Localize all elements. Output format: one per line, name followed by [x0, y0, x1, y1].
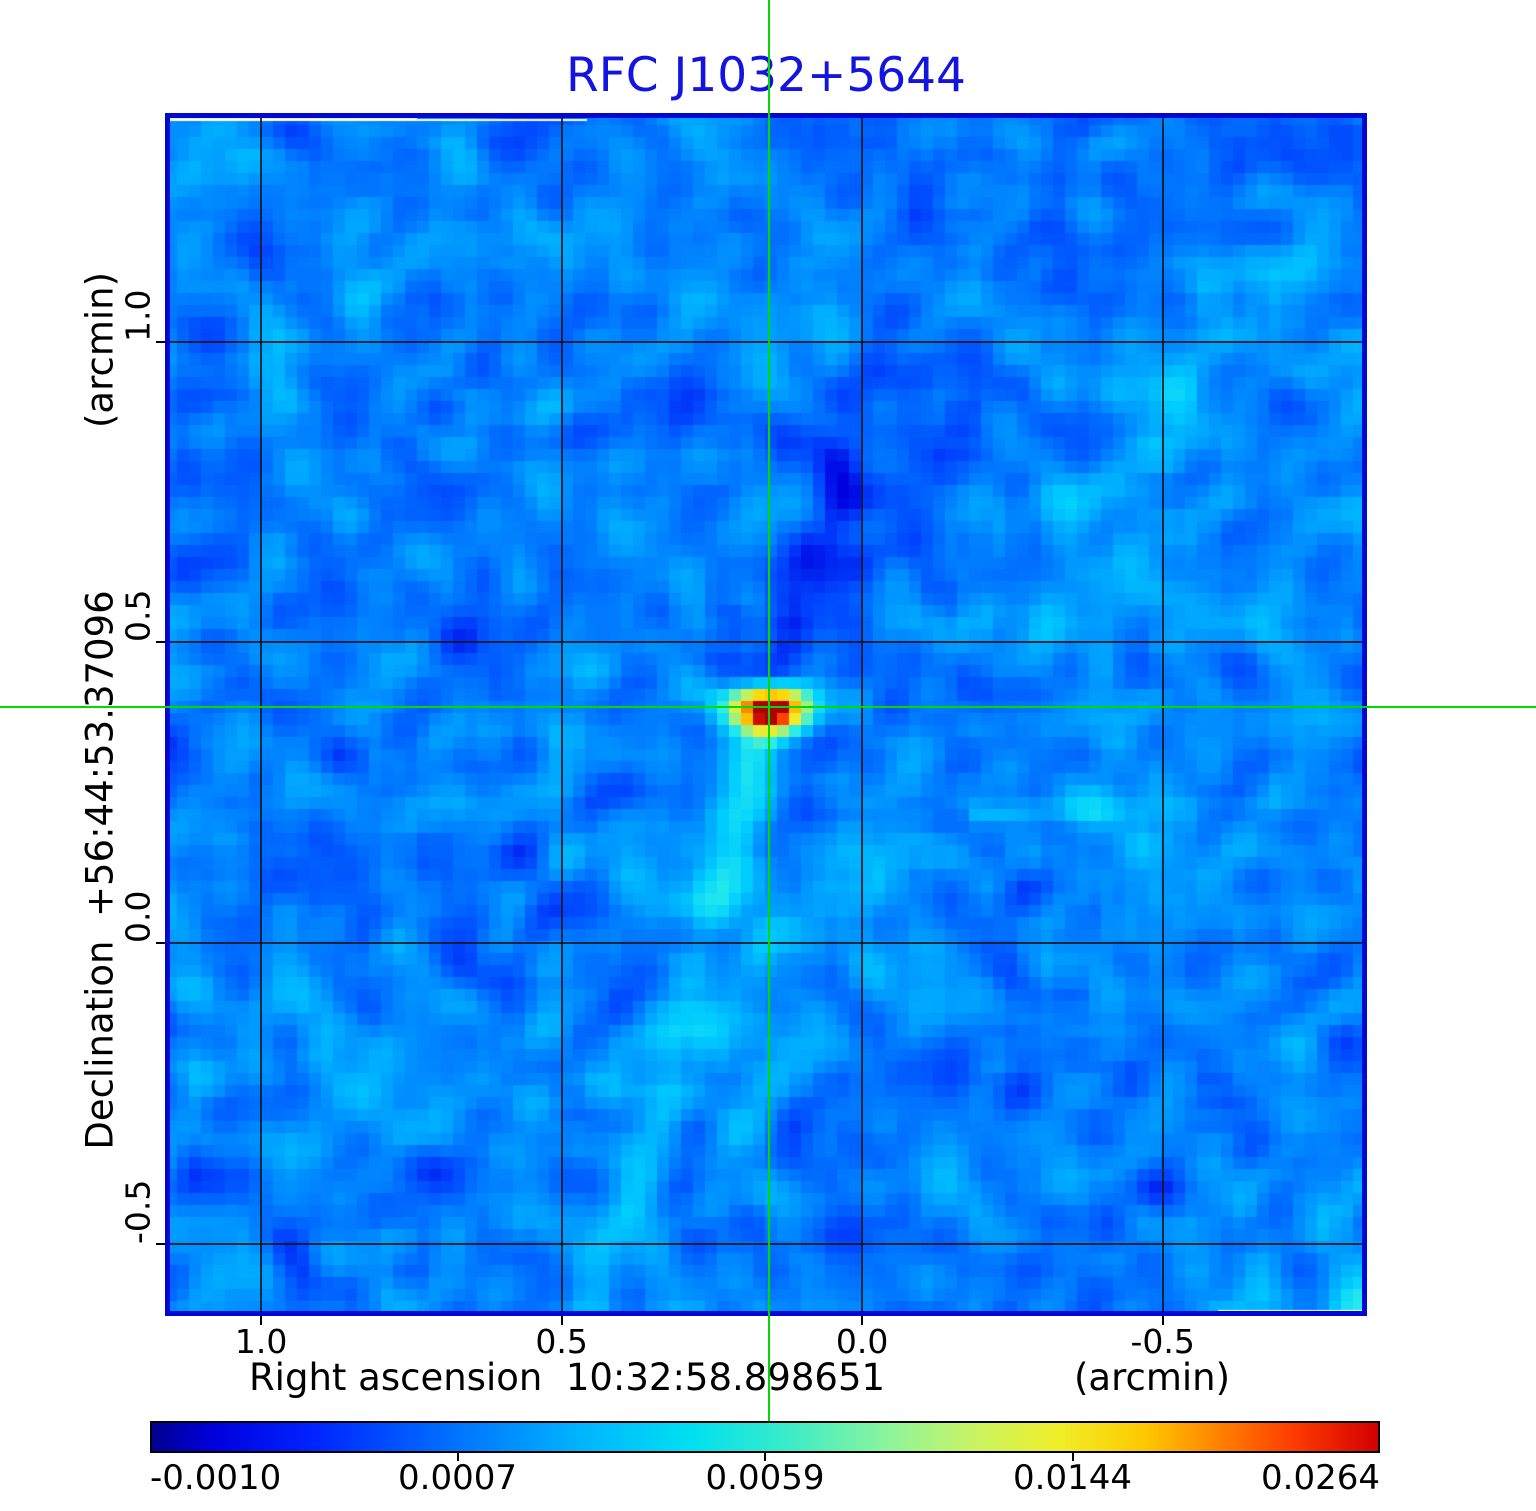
x-tick-mark	[260, 1316, 263, 1325]
colorbar-tick-label: 0.0264	[1261, 1458, 1380, 1498]
y-tick-mark	[156, 340, 165, 343]
grid-line-horizontal	[165, 340, 1367, 343]
grid-line-horizontal	[165, 942, 1367, 945]
colorbar-tick-label: 0.0144	[1013, 1458, 1132, 1498]
grid-line-vertical	[861, 113, 864, 1316]
y-tick-mark	[156, 641, 165, 644]
grid-line-horizontal	[165, 1242, 1367, 1245]
intensity-heatmap	[165, 113, 1367, 1316]
x-tick-mark	[861, 1316, 864, 1325]
x-tick-label: 1.0	[234, 1322, 288, 1361]
plot-area	[165, 113, 1367, 1316]
colorbar-tick-mark	[764, 1453, 766, 1461]
figure-title: RFC J1032+5644	[566, 48, 966, 103]
y-axis-label-text: Declination +56:44:53.37096	[78, 590, 122, 1150]
x-tick-mark	[560, 1316, 563, 1325]
colorbar	[150, 1421, 1380, 1453]
grid-line-vertical	[1161, 113, 1164, 1316]
x-axis-unit: (arcmin)	[1073, 1356, 1231, 1399]
y-axis-unit-text: (arcmin)	[78, 271, 122, 429]
crosshair-vertical-line	[768, 0, 770, 1421]
x-axis-label: Right ascension 10:32:58.898651	[248, 1356, 886, 1399]
grid-line-vertical	[560, 113, 563, 1316]
colorbar-tick-mark	[456, 1453, 459, 1461]
x-tick-mark	[1161, 1316, 1164, 1325]
colorbar-tick-label: -0.0010	[150, 1458, 282, 1498]
y-tick-mark	[156, 942, 165, 945]
x-tick-label: 0.0	[835, 1322, 889, 1361]
y-tick-mark	[156, 1242, 165, 1245]
grid-line-horizontal	[165, 641, 1367, 644]
colorbar-tick-label: 0.0007	[398, 1458, 517, 1498]
x-tick-label: -0.5	[1130, 1322, 1195, 1361]
colorbar-tick-mark	[1071, 1453, 1074, 1461]
x-tick-label: 0.5	[535, 1322, 588, 1361]
colorbar-tick-label: 0.0059	[705, 1458, 825, 1498]
grid-line-vertical	[260, 113, 263, 1316]
